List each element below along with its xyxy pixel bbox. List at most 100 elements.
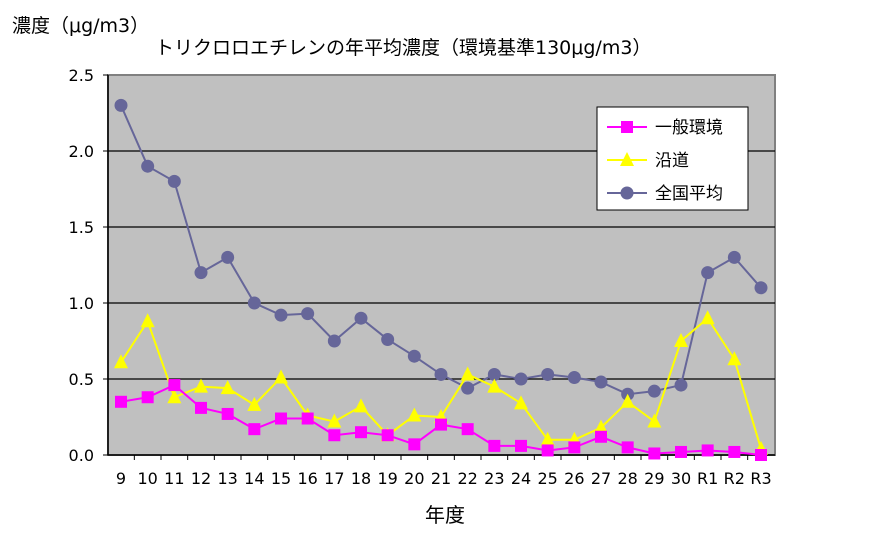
data-point-triangle xyxy=(354,398,368,413)
data-point-square xyxy=(648,447,661,460)
x-tick-label: 28 xyxy=(617,469,637,488)
x-tick-label: 13 xyxy=(217,469,237,488)
data-point-triangle xyxy=(274,369,288,384)
data-point-circle xyxy=(701,266,715,280)
data-point-square xyxy=(141,391,154,404)
data-point-square xyxy=(275,412,287,425)
data-point-circle xyxy=(221,250,235,264)
data-point-triangle xyxy=(727,351,742,366)
y-tick-label: 1.5 xyxy=(69,218,94,237)
data-point-square xyxy=(488,439,501,452)
data-point-circle xyxy=(674,378,688,392)
x-tick-label: 19 xyxy=(377,469,397,488)
data-point-circle xyxy=(354,311,368,325)
data-point-circle xyxy=(407,349,421,363)
data-point-circle xyxy=(487,367,501,381)
data-point-circle xyxy=(114,98,128,112)
data-point-circle xyxy=(247,296,261,310)
data-point-circle xyxy=(167,174,181,188)
x-tick-label: 17 xyxy=(324,469,344,488)
data-point-circle xyxy=(514,372,528,386)
data-point-square xyxy=(195,401,207,414)
data-point-triangle xyxy=(700,310,715,325)
data-point-triangle xyxy=(247,396,262,411)
series-circle xyxy=(114,98,768,401)
data-point-circle xyxy=(381,332,395,346)
data-point-circle xyxy=(541,367,555,381)
legend-label: 全国平均 xyxy=(655,184,723,204)
data-point-circle xyxy=(327,334,341,348)
data-point-circle xyxy=(594,375,608,389)
x-tick-label: 21 xyxy=(431,469,451,488)
data-point-square xyxy=(541,444,554,457)
data-point-circle xyxy=(754,281,768,295)
y-axis-label: 濃度（μg/m3） xyxy=(12,15,149,37)
x-tick-label: 14 xyxy=(244,469,264,488)
y-tick-label: 2.5 xyxy=(69,66,94,85)
data-point-square xyxy=(435,418,447,431)
data-point-circle xyxy=(727,250,741,264)
legend-label: 一般環境 xyxy=(655,118,723,138)
data-point-circle xyxy=(194,266,208,280)
data-point-square xyxy=(728,445,741,458)
data-point-square xyxy=(595,430,607,443)
data-point-triangle xyxy=(487,378,502,393)
x-tick-label: 22 xyxy=(457,469,477,488)
data-point-square xyxy=(461,423,474,436)
data-point-square xyxy=(621,121,633,133)
data-point-triangle xyxy=(540,431,555,446)
data-point-circle xyxy=(567,370,581,384)
x-tick-label: R3 xyxy=(750,469,771,488)
legend-label: 沿道 xyxy=(655,151,689,171)
data-point-square xyxy=(568,441,581,454)
x-tick-label: 24 xyxy=(511,469,531,488)
data-point-square xyxy=(701,444,714,457)
data-point-triangle xyxy=(674,333,688,347)
data-point-circle xyxy=(274,308,288,322)
y-tick-label: 0.5 xyxy=(69,370,94,389)
data-point-triangle xyxy=(140,313,155,328)
data-point-square xyxy=(515,439,527,452)
y-tick-label: 2.0 xyxy=(69,142,94,161)
data-point-square xyxy=(755,449,767,461)
data-point-square xyxy=(221,407,234,420)
data-point-triangle xyxy=(594,419,608,434)
data-point-circle xyxy=(434,367,448,381)
data-point-triangle xyxy=(220,380,235,395)
x-tick-label: 27 xyxy=(591,469,611,488)
data-point-triangle xyxy=(167,389,182,404)
series-square xyxy=(115,379,767,461)
data-point-square xyxy=(675,445,687,458)
data-point-square xyxy=(248,423,261,436)
x-tick-label: 23 xyxy=(484,469,504,488)
y-tick-label: 0.0 xyxy=(69,446,94,465)
x-tick-label: 25 xyxy=(537,469,557,488)
x-axis-label: 年度 xyxy=(425,503,465,527)
data-point-circle xyxy=(301,307,315,321)
data-point-circle xyxy=(620,186,634,200)
data-point-triangle xyxy=(327,413,342,428)
x-tick-label: 26 xyxy=(564,469,584,488)
data-point-square xyxy=(381,429,394,442)
data-point-square xyxy=(355,426,367,439)
data-point-square xyxy=(168,379,181,392)
x-tick-label: 18 xyxy=(351,469,371,488)
x-tick-label: 15 xyxy=(271,469,291,488)
data-point-square xyxy=(115,395,127,408)
y-tick-label: 1.0 xyxy=(69,294,94,313)
data-point-triangle xyxy=(647,413,662,428)
data-point-triangle xyxy=(114,354,128,369)
data-point-square xyxy=(301,412,314,425)
data-point-circle xyxy=(461,381,475,395)
data-point-square xyxy=(621,441,634,454)
data-point-triangle xyxy=(460,366,475,381)
data-point-square xyxy=(328,429,341,442)
x-tick-label: R1 xyxy=(697,469,718,488)
x-tick-label: 12 xyxy=(191,469,211,488)
data-point-circle xyxy=(141,159,155,173)
x-tick-label: 20 xyxy=(404,469,424,488)
x-tick-label: 9 xyxy=(116,469,126,488)
